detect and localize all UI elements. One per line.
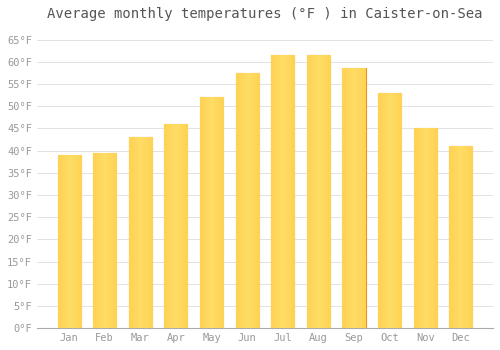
Bar	[128, 137, 152, 328]
Bar	[307, 55, 330, 328]
Bar	[378, 93, 401, 328]
Bar	[414, 128, 436, 328]
Bar	[93, 153, 116, 328]
Bar	[164, 124, 188, 328]
Bar	[449, 146, 472, 328]
Bar	[200, 97, 223, 328]
Bar	[236, 73, 258, 328]
Bar	[414, 128, 436, 328]
Bar	[236, 73, 258, 328]
Bar	[271, 55, 294, 328]
Bar	[200, 97, 223, 328]
Bar	[128, 137, 152, 328]
Bar	[164, 124, 188, 328]
Bar	[342, 69, 365, 328]
Bar	[378, 93, 401, 328]
Bar	[271, 55, 294, 328]
Bar	[93, 153, 116, 328]
Bar	[449, 146, 472, 328]
Bar	[58, 155, 80, 328]
Bar	[307, 55, 330, 328]
Bar	[342, 69, 365, 328]
Bar	[58, 155, 80, 328]
Title: Average monthly temperatures (°F ) in Caister-on-Sea: Average monthly temperatures (°F ) in Ca…	[47, 7, 482, 21]
